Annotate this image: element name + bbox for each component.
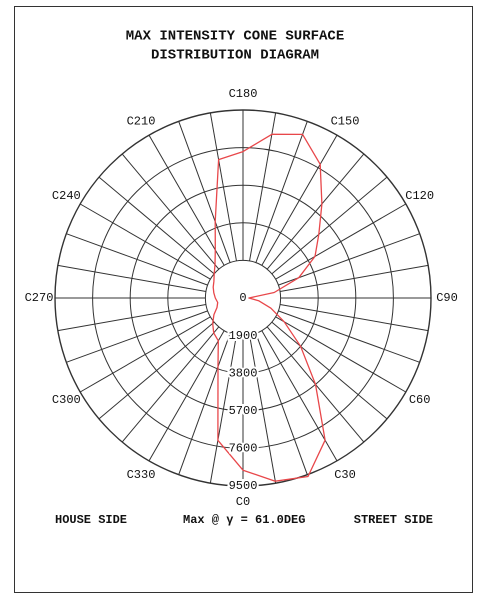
angle-label: C180 [229, 87, 258, 101]
intensity-curve [212, 133, 326, 482]
ring [54, 109, 432, 487]
r-tick-label: 0 [239, 291, 246, 305]
chart-title: MAX INTENSITY CONE SURFACE [126, 29, 344, 45]
angle-label: C90 [436, 291, 458, 305]
angle-label: C270 [25, 291, 54, 305]
frame [14, 6, 473, 593]
ring [92, 147, 394, 449]
r-tick-label: 5700 [229, 404, 258, 418]
angle-label: C210 [127, 115, 156, 129]
ring [129, 184, 357, 412]
chart-title: DISTRIBUTION DIAGRAM [151, 48, 319, 64]
ring [204, 259, 282, 337]
angle-label: C300 [52, 393, 81, 407]
r-tick-label: 3800 [229, 366, 258, 380]
r-tick-label: 7600 [229, 442, 258, 456]
r-tick-label: 1900 [229, 329, 258, 343]
angle-label: C330 [127, 468, 156, 482]
angle-label: C120 [405, 189, 434, 203]
r-tick-label: 9500 [229, 479, 258, 493]
annotation: Max @ γ = 61.0DEG [183, 513, 305, 527]
ring [167, 222, 319, 374]
angle-label: C240 [52, 189, 81, 203]
angle-label: C150 [331, 115, 360, 129]
annotation: STREET SIDE [354, 513, 433, 527]
angle-label: C30 [334, 468, 356, 482]
angle-label: C60 [409, 393, 431, 407]
annotation: HOUSE SIDE [55, 513, 127, 527]
angle-label: C0 [236, 495, 250, 509]
